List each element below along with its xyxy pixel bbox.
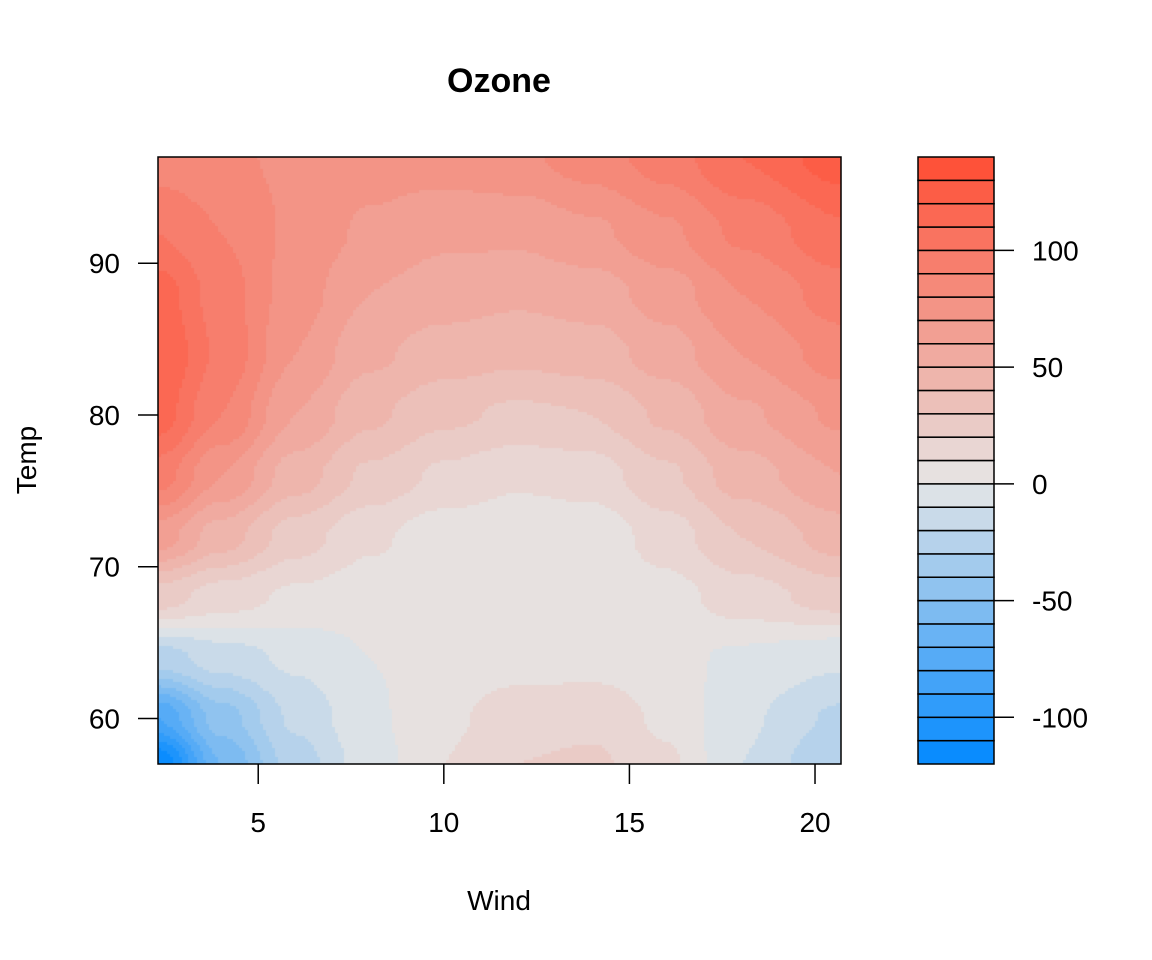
plot-frame <box>157 156 842 765</box>
x-axis-title: Wind <box>467 885 531 916</box>
color-key: -100 -50 0 50 100 <box>917 156 1088 765</box>
color-key-band <box>917 156 995 182</box>
y-axis-title: Temp <box>11 426 42 494</box>
chart-title: Ozone <box>447 62 551 100</box>
color-key-band <box>917 739 995 765</box>
color-key-band <box>917 389 995 415</box>
color-key-band <box>917 459 995 485</box>
color-key-band <box>917 436 995 462</box>
color-key-band <box>917 202 995 228</box>
color-key-band <box>917 529 995 555</box>
color-key-label: -100 <box>1032 702 1088 733</box>
color-key-band <box>917 226 995 252</box>
color-key-band <box>917 483 995 508</box>
color-key-band <box>917 576 995 602</box>
color-key-label: -50 <box>1032 586 1072 617</box>
y-tick-label: 60 <box>89 703 120 734</box>
x-tick-label: 5 <box>250 807 266 838</box>
color-key-band <box>917 413 995 438</box>
contour-fill <box>158 157 841 764</box>
y-tick-label: 80 <box>89 400 120 431</box>
x-tick-label: 15 <box>614 807 645 838</box>
color-key-band <box>917 599 995 625</box>
color-key-band <box>917 646 995 672</box>
color-key-band <box>917 319 995 345</box>
color-key-label: 100 <box>1032 235 1079 266</box>
color-key-band <box>917 506 995 532</box>
y-tick-label: 70 <box>89 552 120 583</box>
color-key-band <box>917 179 995 205</box>
color-key-label: 0 <box>1032 469 1048 500</box>
x-axis: 5 10 15 20 <box>250 764 831 838</box>
color-key-band <box>917 669 995 695</box>
color-key-band <box>917 716 995 742</box>
color-key-band <box>917 296 995 322</box>
y-tick-label: 90 <box>89 248 120 279</box>
contour-plot-area <box>158 157 841 764</box>
x-tick-label: 10 <box>428 807 459 838</box>
color-key-band <box>917 366 995 392</box>
color-key-band <box>917 623 995 649</box>
color-key-band <box>917 343 995 368</box>
color-key-band <box>917 693 995 719</box>
color-key-band <box>917 249 995 275</box>
color-key-band <box>917 272 995 298</box>
color-key-band <box>917 553 995 578</box>
x-tick-label: 20 <box>799 807 830 838</box>
y-axis: 60 70 80 90 <box>89 248 158 734</box>
color-key-label: 50 <box>1032 352 1063 383</box>
